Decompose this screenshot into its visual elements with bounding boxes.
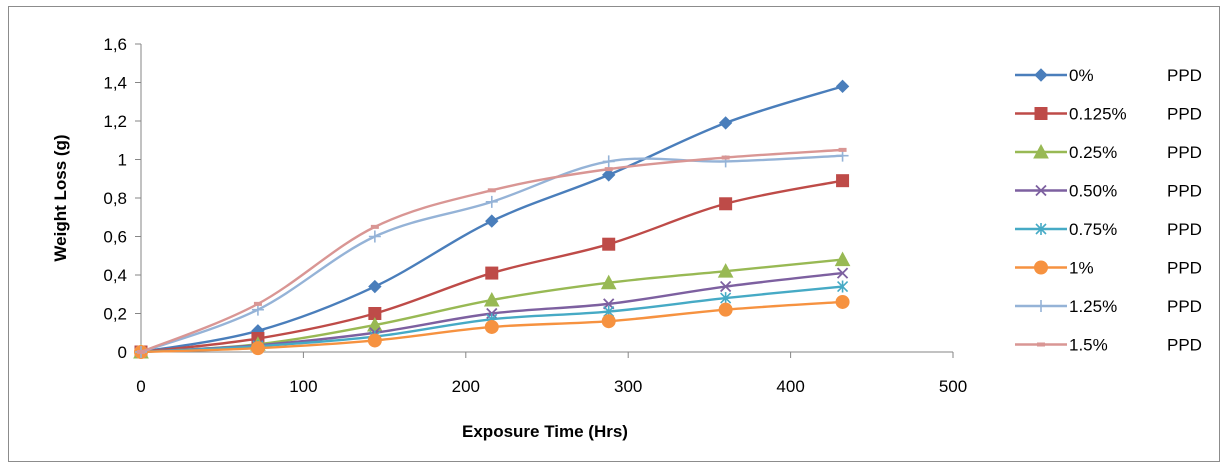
- data-point-series-7: [368, 230, 381, 243]
- y-tick-label: 0: [118, 343, 127, 362]
- x-tick-label: 400: [776, 377, 804, 396]
- data-point-series-3: [483, 291, 500, 307]
- legend-label-6: 1%: [1069, 259, 1094, 278]
- legend-label-5: 0.75%: [1069, 220, 1117, 239]
- y-tick-label: 0,2: [103, 305, 127, 324]
- data-point-series-3: [834, 251, 851, 267]
- x-tick-label: 100: [289, 377, 317, 396]
- legend-unit-2: PPD: [1167, 105, 1202, 124]
- data-point-series-1: [835, 79, 850, 94]
- data-point-series-8: [604, 167, 613, 172]
- data-point-series-5: [720, 292, 732, 305]
- data-point-series-8: [487, 188, 496, 193]
- chart-frame: [8, 6, 1220, 462]
- legend-unit-3: PPD: [1167, 143, 1202, 162]
- data-point-series-3: [717, 263, 734, 278]
- data-point-series-8: [370, 224, 379, 229]
- data-point-series-8: [137, 350, 145, 354]
- y-tick-label: 1,2: [103, 112, 127, 131]
- data-point-series-2: [836, 174, 850, 188]
- legend-marker-6: [1034, 260, 1048, 275]
- data-point-series-6: [367, 333, 382, 348]
- x-tick-label: 500: [939, 377, 967, 396]
- data-point-series-8: [253, 301, 262, 306]
- data-point-series-6: [601, 314, 616, 329]
- data-point-series-7: [602, 155, 615, 168]
- legend-label-8: 1.5%: [1069, 336, 1108, 355]
- data-point-series-4: [720, 280, 732, 293]
- legend-unit-4: PPD: [1167, 182, 1202, 201]
- data-point-series-1: [718, 116, 733, 130]
- legend-marker-8: [1037, 342, 1045, 347]
- legend-marker-3: [1033, 143, 1049, 159]
- y-tick-label: 1,4: [103, 74, 127, 93]
- legend-unit-6: PPD: [1167, 259, 1202, 278]
- x-tick-label: 200: [452, 377, 480, 396]
- x-tick-label: 0: [136, 377, 145, 396]
- legend-marker-5: [1035, 223, 1047, 235]
- data-point-series-2: [719, 197, 733, 211]
- data-point-series-5: [837, 280, 849, 293]
- y-tick-label: 1,6: [103, 35, 127, 54]
- y-tick-label: 0,6: [103, 228, 127, 247]
- data-point-series-7: [485, 195, 498, 208]
- legend-label-4: 0.50%: [1069, 182, 1117, 201]
- data-point-series-1: [602, 168, 616, 182]
- data-point-series-8: [721, 155, 730, 160]
- y-tick-label: 0,8: [103, 189, 127, 208]
- legend-label-1: 0%: [1069, 66, 1094, 85]
- data-point-series-8: [838, 147, 847, 152]
- y-axis-title: Weight Loss (g): [51, 134, 70, 261]
- data-point-series-1: [485, 214, 499, 228]
- legend-marker-2: [1034, 107, 1048, 120]
- legend-unit-1: PPD: [1167, 66, 1202, 85]
- x-tick-label: 300: [614, 377, 642, 396]
- data-point-series-6: [250, 341, 265, 356]
- legend-label-2: 0.125%: [1069, 105, 1127, 124]
- data-point-series-6: [484, 319, 499, 334]
- legend-marker-4: [1035, 184, 1047, 197]
- legend-unit-5: PPD: [1167, 220, 1202, 239]
- legend-label-3: 0.25%: [1069, 143, 1117, 162]
- data-point-series-3: [600, 274, 617, 290]
- y-tick-label: 1: [118, 151, 127, 170]
- data-point-series-2: [602, 237, 616, 251]
- data-point-series-4: [836, 267, 849, 279]
- x-axis-title: Exposure Time (Hrs): [462, 422, 628, 441]
- data-point-series-1: [368, 279, 382, 294]
- data-point-series-6: [835, 294, 850, 309]
- legend-unit-7: PPD: [1167, 297, 1202, 316]
- legend-label-7: 1.25%: [1069, 297, 1117, 316]
- data-point-series-6: [718, 302, 733, 317]
- legend-marker-7: [1035, 300, 1047, 312]
- data-point-series-2: [485, 266, 499, 280]
- legend-unit-8: PPD: [1167, 336, 1202, 355]
- y-tick-label: 0,4: [103, 266, 127, 285]
- legend-marker-1: [1034, 68, 1048, 82]
